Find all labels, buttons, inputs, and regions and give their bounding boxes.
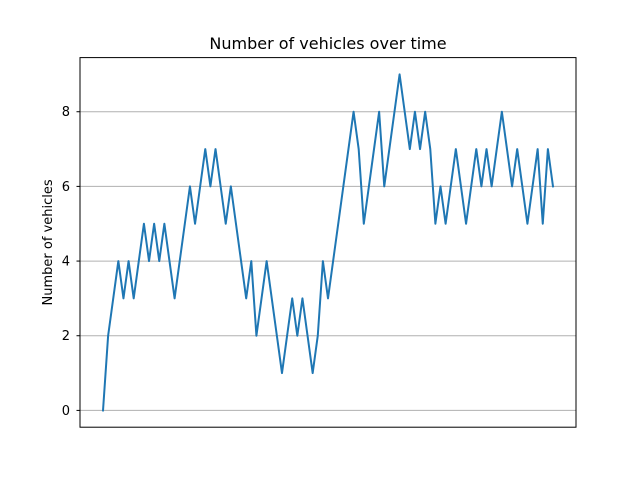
gridlines bbox=[80, 111, 576, 411]
y-tick-label: 0 bbox=[62, 404, 70, 419]
plot-frame bbox=[79, 57, 577, 428]
chart-title: Number of vehicles over time bbox=[209, 34, 446, 53]
series-line bbox=[101, 73, 555, 412]
y-tick-label: 6 bbox=[62, 180, 70, 195]
series-group bbox=[101, 73, 555, 412]
y-tick-label: 2 bbox=[62, 329, 70, 344]
y-axis: 0 2 4 6 8 bbox=[62, 105, 80, 419]
y-tick-label: 8 bbox=[62, 105, 70, 120]
y-tick-label: 4 bbox=[62, 255, 70, 270]
y-axis-label: Number of vehicles bbox=[41, 179, 56, 305]
